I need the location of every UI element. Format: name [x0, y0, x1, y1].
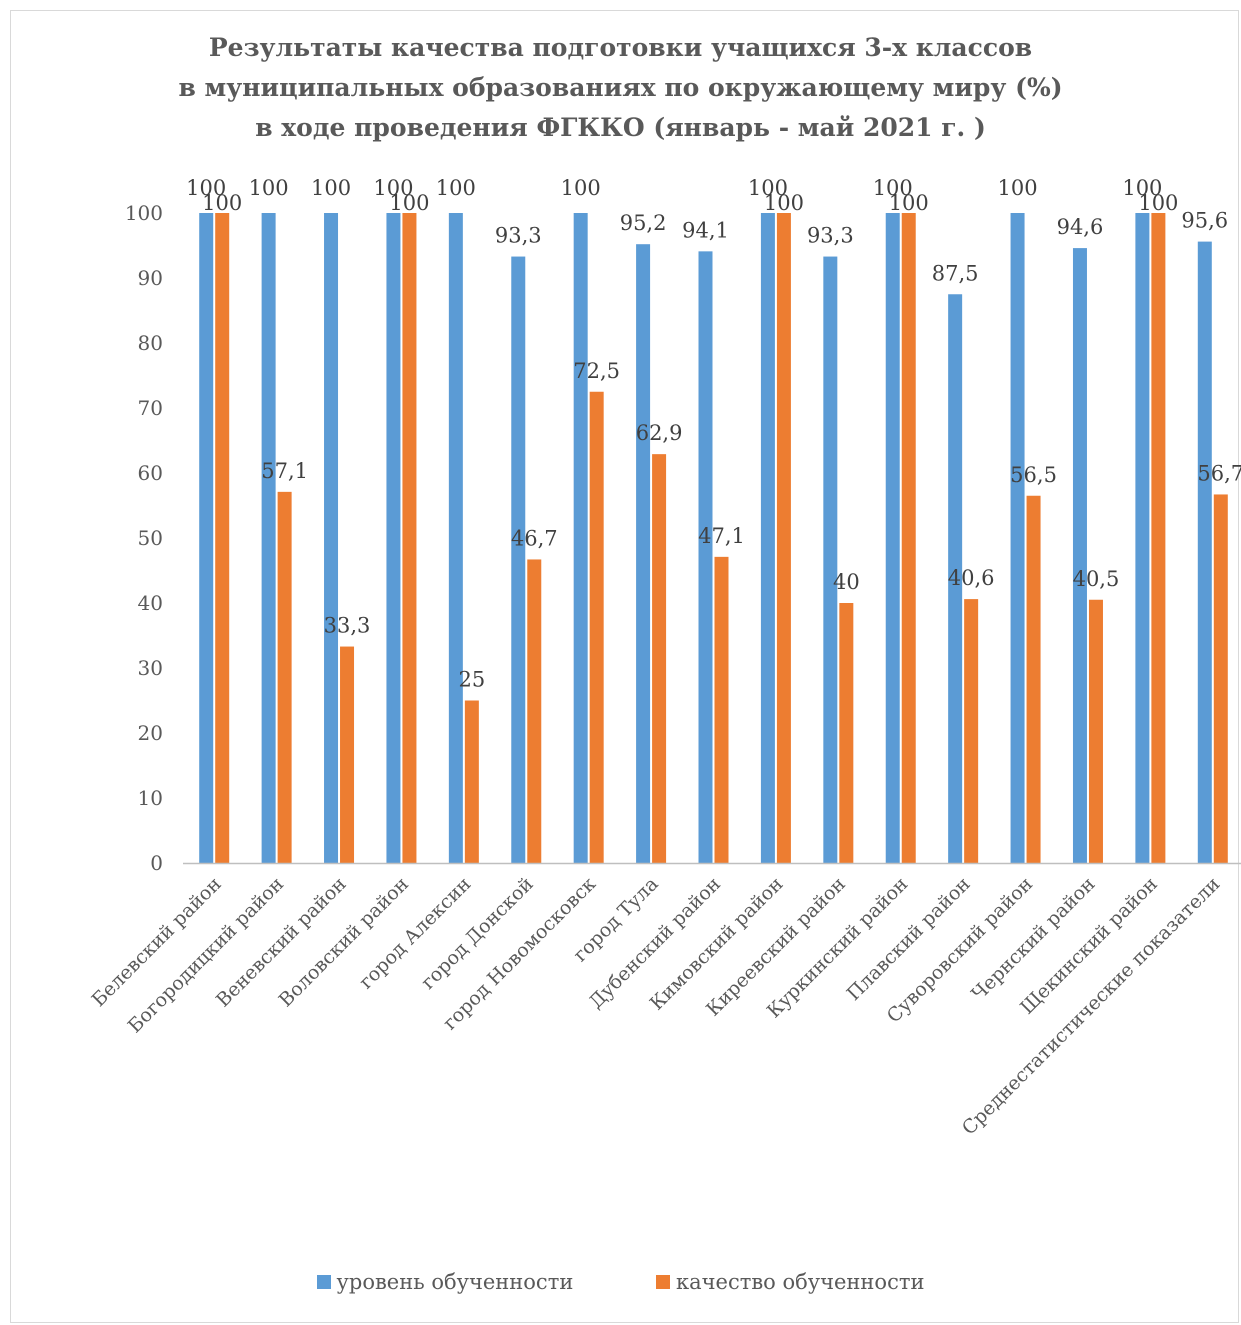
- data-label: 93,3: [807, 224, 854, 248]
- data-label: 100: [748, 176, 788, 200]
- bar-kachestvo: [776, 213, 791, 863]
- bar-uroven: [448, 213, 463, 863]
- bar-uroven: [760, 213, 775, 863]
- y-tick-label: 100: [125, 201, 163, 225]
- data-label: 40: [833, 570, 860, 594]
- legend-label-series-1: уровень обученности: [336, 1270, 574, 1294]
- legend-item-series-1: уровень обученности: [316, 1270, 574, 1294]
- bar-uroven: [511, 256, 526, 863]
- data-label: 47,1: [698, 524, 745, 548]
- data-label: 100: [389, 191, 429, 215]
- y-tick-label: 10: [138, 786, 163, 810]
- y-tick-label: 50: [138, 526, 163, 550]
- data-label: 100: [1122, 176, 1162, 200]
- data-label: 100: [436, 176, 476, 200]
- data-label: 100: [1138, 191, 1178, 215]
- bar-kachestvo: [277, 491, 292, 863]
- chart-title-line-1: Результаты качества подготовки учащихся …: [208, 33, 1033, 62]
- bar-kachestvo: [215, 213, 230, 863]
- y-tick-label: 20: [138, 721, 163, 745]
- y-tick-label: 90: [138, 266, 163, 290]
- data-label: 100: [202, 191, 242, 215]
- chart-title-line-3: в ходе проведения ФГККО (январь - май 20…: [255, 113, 986, 142]
- data-label: 100: [889, 191, 929, 215]
- chart-title: Результаты качества подготовки учащихся …: [0, 28, 1241, 148]
- data-label: 46,7: [511, 526, 558, 550]
- data-label: 95,2: [620, 211, 667, 235]
- y-tick-label: 70: [138, 396, 163, 420]
- bar-kachestvo: [839, 603, 854, 863]
- bar-uroven: [636, 244, 651, 863]
- legend-swatch-series-2: [656, 1275, 670, 1289]
- legend-swatch-series-1: [316, 1275, 331, 1289]
- bar-uroven: [948, 294, 963, 863]
- bar-uroven: [261, 213, 276, 863]
- bar-uroven: [698, 251, 713, 864]
- data-label: 62,9: [636, 421, 683, 445]
- data-label: 100: [998, 176, 1038, 200]
- data-label: 40,6: [948, 566, 995, 590]
- bar-uroven: [885, 213, 900, 863]
- chart-title-line-2: в муниципальных образованиях по окружающ…: [178, 73, 1063, 102]
- data-label: 100: [311, 176, 351, 200]
- bar-kachestvo: [652, 454, 667, 863]
- data-label: 56,7: [1197, 461, 1241, 485]
- bar-uroven: [386, 213, 401, 863]
- legend-item-series-2: качество обученности: [656, 1270, 924, 1294]
- y-tick-label: 0: [150, 851, 163, 875]
- bar-kachestvo: [1026, 495, 1041, 863]
- x-category-label: город Алексин: [355, 873, 475, 993]
- bar-kachestvo: [714, 556, 729, 863]
- bar-kachestvo: [1088, 599, 1103, 863]
- data-label: 33,3: [324, 614, 371, 638]
- bar-kachestvo: [1151, 213, 1166, 863]
- bar-kachestvo: [340, 646, 355, 863]
- data-label: 87,5: [932, 261, 979, 285]
- y-tick-label: 60: [138, 461, 163, 485]
- data-label: 95,6: [1181, 209, 1228, 233]
- y-tick-label: 30: [138, 656, 163, 680]
- y-tick-label: 40: [138, 591, 163, 615]
- bar-uroven: [1197, 241, 1212, 864]
- data-label: 100: [764, 191, 804, 215]
- data-label: 94,1: [682, 218, 729, 242]
- data-label: 100: [561, 176, 601, 200]
- bar-uroven: [199, 213, 214, 863]
- data-label: 100: [186, 176, 226, 200]
- bar-uroven: [1135, 213, 1150, 863]
- bar-kachestvo: [527, 559, 542, 863]
- data-label: 25: [458, 668, 485, 692]
- data-label: 93,3: [495, 224, 542, 248]
- bar-kachestvo: [464, 700, 479, 863]
- data-label: 57,1: [261, 459, 308, 483]
- data-label: 100: [873, 176, 913, 200]
- x-category-label: город Донской: [417, 873, 538, 994]
- bar-kachestvo: [1213, 494, 1228, 863]
- data-label: 100: [249, 176, 289, 200]
- legend: уровень обученности качество обученности: [0, 1270, 1241, 1294]
- bar-uroven: [823, 256, 838, 863]
- data-label: 40,5: [1073, 567, 1120, 591]
- y-tick-label: 80: [138, 331, 163, 355]
- data-label: 56,5: [1010, 463, 1057, 487]
- bar-kachestvo: [964, 599, 979, 863]
- legend-label-series-2: качество обученности: [676, 1270, 925, 1294]
- bar-uroven: [1010, 213, 1025, 863]
- data-label: 100: [373, 176, 413, 200]
- bar-kachestvo: [589, 391, 604, 863]
- bar-kachestvo: [402, 213, 417, 863]
- bar-uroven: [324, 213, 339, 863]
- bar-uroven: [1072, 248, 1087, 864]
- bar-uroven: [573, 213, 588, 863]
- data-label: 94,6: [1057, 215, 1104, 239]
- data-label: 72,5: [573, 359, 620, 383]
- bar-kachestvo: [901, 213, 916, 863]
